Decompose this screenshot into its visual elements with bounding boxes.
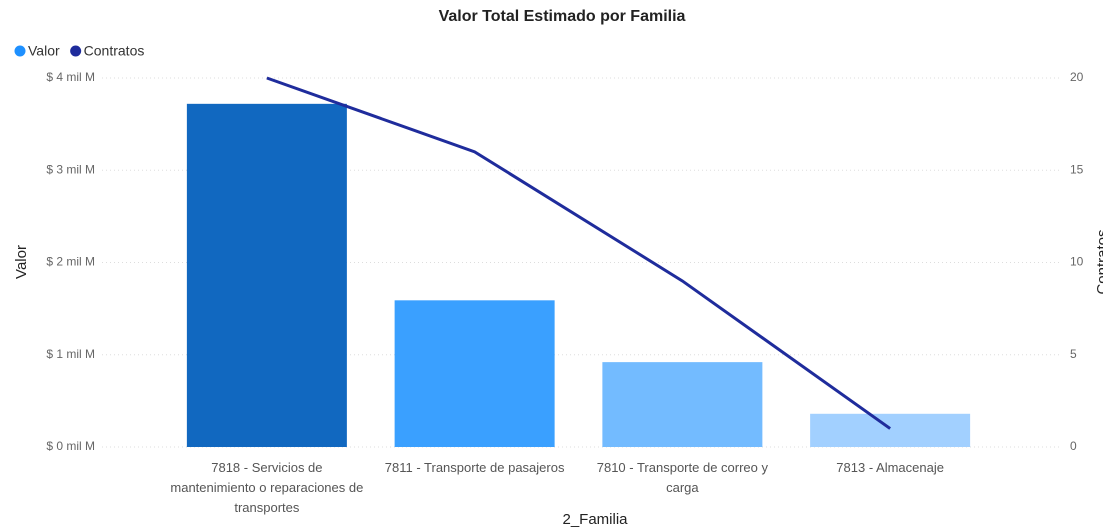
bar [186, 103, 347, 447]
x-tick-label: 7810 - Transporte de correo y carga [596, 460, 768, 495]
line [266, 76, 891, 430]
bar [810, 413, 971, 447]
x-tick-label: 7818 - Servicios de mantenimiento o repa… [170, 460, 364, 515]
y-tick-label: $ 4 mil M [46, 70, 95, 84]
y-tick-label: $ 2 mil M [46, 255, 95, 269]
bar [394, 300, 555, 447]
y2-tick-label: 10 [1070, 255, 1084, 269]
x-axis-title: 2_Familia [562, 511, 628, 528]
y2-tick-label: 15 [1070, 162, 1084, 176]
bar [602, 362, 763, 447]
y2-axis-title: Contratos [1094, 229, 1103, 294]
y2-tick-label: 20 [1070, 70, 1084, 84]
legend-label: Contratos [84, 43, 145, 59]
y-tick-label: $ 1 mil M [46, 347, 95, 361]
chart-title: Valor Total Estimado por Familia [439, 8, 686, 25]
legend-label: Valor [28, 43, 60, 59]
legend-marker [70, 45, 82, 57]
legend-marker [14, 45, 26, 57]
y2-tick-label: 5 [1070, 347, 1077, 361]
y-axis-title: Valor [13, 245, 30, 279]
x-tick-label: 7811 - Transporte de pasajeros [384, 460, 565, 475]
x-tick-label: 7813 - Almacenaje [836, 460, 944, 475]
y-tick-label: $ 0 mil M [46, 439, 95, 453]
y2-tick-label: 0 [1070, 439, 1077, 453]
y-tick-label: $ 3 mil M [46, 162, 95, 176]
